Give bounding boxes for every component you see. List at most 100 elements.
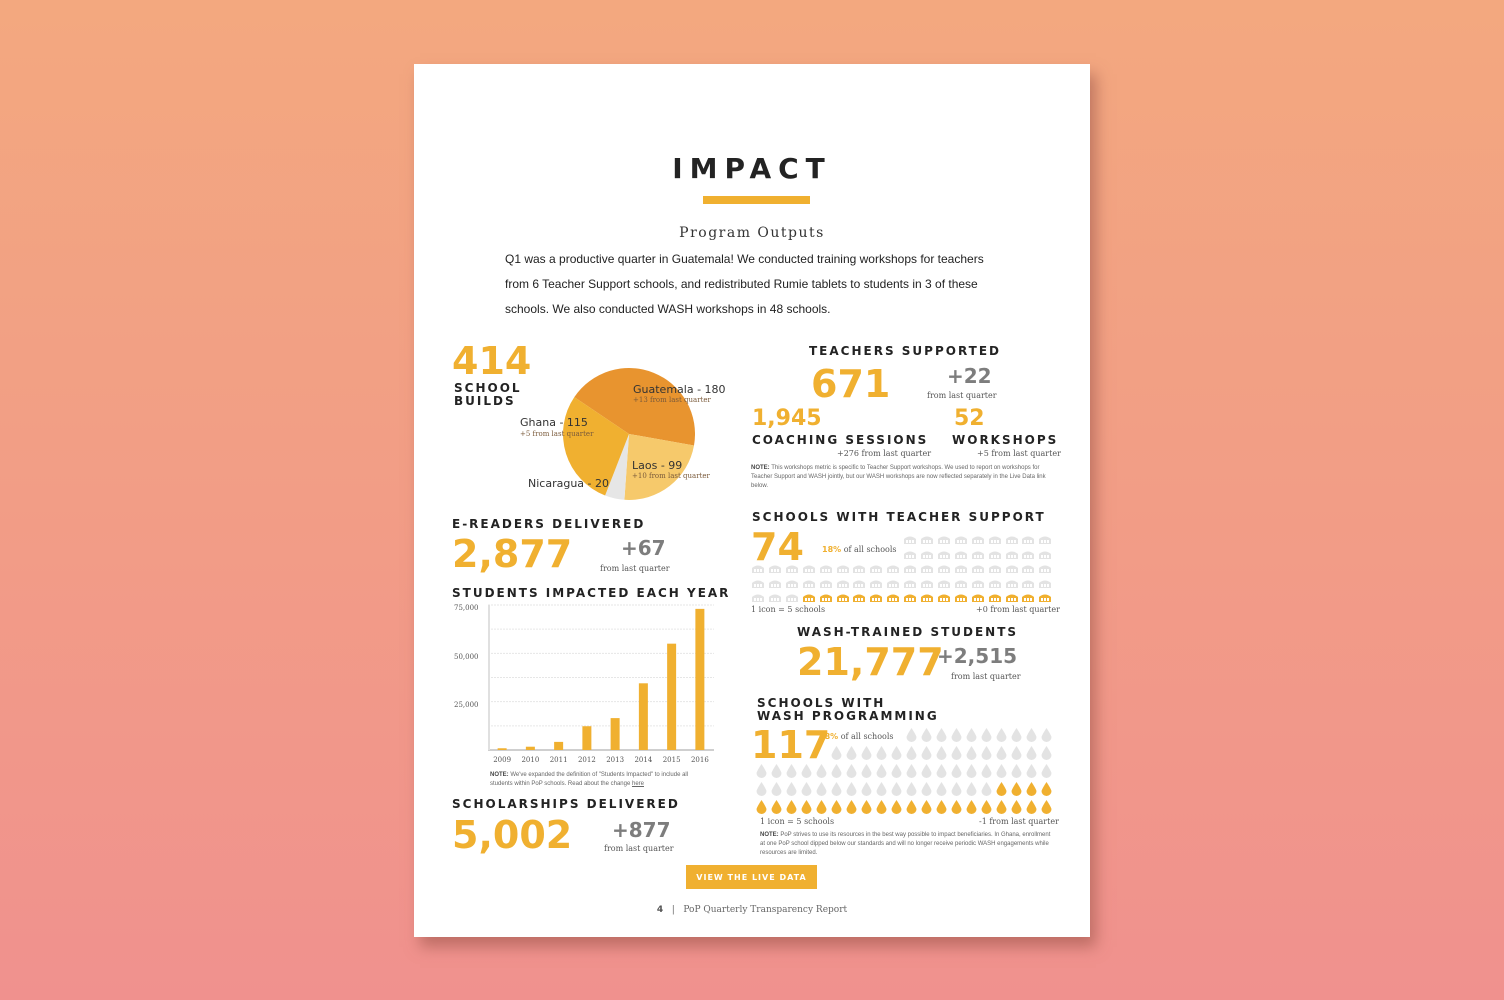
page-number: 4 — [656, 905, 664, 915]
water-drop-icon — [996, 728, 1007, 747]
note-label: NOTE: — [490, 772, 509, 778]
pct-value: 18% — [822, 545, 842, 554]
school-icon — [886, 561, 900, 579]
water-drop-icon — [936, 746, 947, 765]
school-icon — [1005, 547, 1019, 565]
view-live-data-button[interactable]: VIEW THE LIVE DATA — [686, 865, 817, 889]
scholarships-label: SCHOLARSHIPS DELIVERED — [452, 797, 680, 811]
note-label: NOTE: — [760, 832, 779, 838]
teacher-support-schools-label: SCHOOLS WITH TEACHER SUPPORT — [752, 510, 1046, 524]
school-icon — [920, 561, 934, 579]
school-icon — [886, 576, 900, 594]
water-drop-icon — [1026, 764, 1037, 783]
wash-students-delta-label: from last quarter — [951, 672, 1021, 681]
footer-separator: | — [671, 905, 675, 915]
school-icon — [971, 561, 985, 579]
note-text: PoP strives to use its resources in the … — [760, 832, 1051, 856]
wash-schools-label-2: WASH PROGRAMMING — [757, 709, 939, 723]
water-drop-icon — [1026, 800, 1037, 819]
school-icon — [971, 547, 985, 565]
teacher-support-pct: 18% of all schools — [822, 545, 897, 554]
school-icon — [988, 532, 1002, 550]
water-drop-icon — [936, 728, 947, 747]
water-drop-icon — [891, 764, 902, 783]
water-drop-icon — [876, 764, 887, 783]
x-tick-2009: 2009 — [493, 756, 512, 764]
water-drop-icon — [1011, 764, 1022, 783]
water-drop-icon — [951, 782, 962, 801]
school-icon — [869, 576, 883, 594]
school-icon — [937, 532, 951, 550]
school-icon — [785, 576, 799, 594]
bar-2014 — [638, 683, 648, 750]
title-underline — [703, 196, 810, 204]
school-icon — [920, 576, 934, 594]
school-icon — [988, 547, 1002, 565]
bar-2009 — [497, 748, 507, 750]
school-icon — [852, 561, 866, 579]
teachers-note: NOTE: This workshops metric is specific … — [751, 464, 1052, 491]
water-drop-icon — [1011, 782, 1022, 801]
water-drop-icon — [1041, 728, 1052, 747]
school-icon — [1021, 590, 1035, 608]
wash-schools-pct: 28% of all schools — [819, 732, 894, 741]
school-icon — [903, 590, 917, 608]
water-drop-icon — [1026, 746, 1037, 765]
water-drop-icon — [756, 764, 767, 783]
workshops-label: WORKSHOPS — [952, 433, 1059, 447]
school-icon — [954, 532, 968, 550]
x-tick-2015: 2015 — [662, 756, 681, 764]
pie-slice-ghana — [563, 397, 629, 496]
water-drop-icon — [951, 764, 962, 783]
school-icon — [886, 590, 900, 608]
ereaders-delta: +67 — [621, 536, 666, 560]
water-drop-icon — [786, 782, 797, 801]
school-icon — [920, 532, 934, 550]
ereaders-value: 2,877 — [452, 532, 573, 576]
pie-label-laos: Laos - 99 — [632, 459, 683, 472]
teachers-delta-label: from last quarter — [927, 391, 997, 400]
school-builds-pie-chart — [563, 368, 695, 500]
school-icon — [1038, 532, 1052, 550]
school-icon — [971, 590, 985, 608]
bar-2012 — [582, 726, 592, 750]
school-icon — [954, 547, 968, 565]
school-icon — [1038, 590, 1052, 608]
school-icon — [903, 576, 917, 594]
students-bar-chart: 75,000 50,000 25,000 2009 2010 2011 2012 201… — [452, 602, 714, 772]
water-drop-icon — [876, 746, 887, 765]
school-icon — [802, 576, 816, 594]
ereaders-label: E-READERS DELIVERED — [452, 517, 646, 531]
water-drop-icon — [831, 800, 842, 819]
school-icon — [768, 590, 782, 608]
water-drop-icon — [756, 782, 767, 801]
water-drop-icon — [966, 782, 977, 801]
school-icon — [819, 561, 833, 579]
wash-students-delta: +2,515 — [937, 644, 1018, 668]
students-chart-note: NOTE: We've expanded the definition of "… — [490, 771, 710, 789]
water-drop-icon — [816, 782, 827, 801]
students-chart-title: STUDENTS IMPACTED EACH YEAR — [452, 586, 731, 600]
water-drop-icon — [906, 728, 917, 747]
water-drop-icon — [921, 746, 932, 765]
coaching-value: 1,945 — [752, 406, 822, 431]
pie-slice-nicaragua — [605, 434, 629, 500]
school-icon — [768, 576, 782, 594]
water-drop-icon — [981, 800, 992, 819]
school-icon — [836, 576, 850, 594]
teachers-supported-label: TEACHERS SUPPORTED — [809, 344, 1001, 358]
water-drop-icon — [966, 728, 977, 747]
footer-text: PoP Quarterly Transparency Report — [683, 905, 848, 915]
water-drop-icon — [861, 782, 872, 801]
water-drop-icon — [771, 800, 782, 819]
wash-schools-delta: -1 from last quarter — [979, 817, 1059, 826]
water-drop-icon — [981, 782, 992, 801]
school-icon — [1038, 576, 1052, 594]
change-link[interactable]: here — [631, 781, 644, 787]
school-builds-label: SCHOOL BUILDS — [454, 382, 522, 408]
water-drop-icon — [1026, 782, 1037, 801]
coaching-delta: +276 from last quarter — [837, 449, 932, 458]
water-drop-icon — [846, 782, 857, 801]
note-text: This workshops metric is specific to Tea… — [751, 465, 1046, 489]
ereaders-delta-label: from last quarter — [600, 564, 670, 573]
